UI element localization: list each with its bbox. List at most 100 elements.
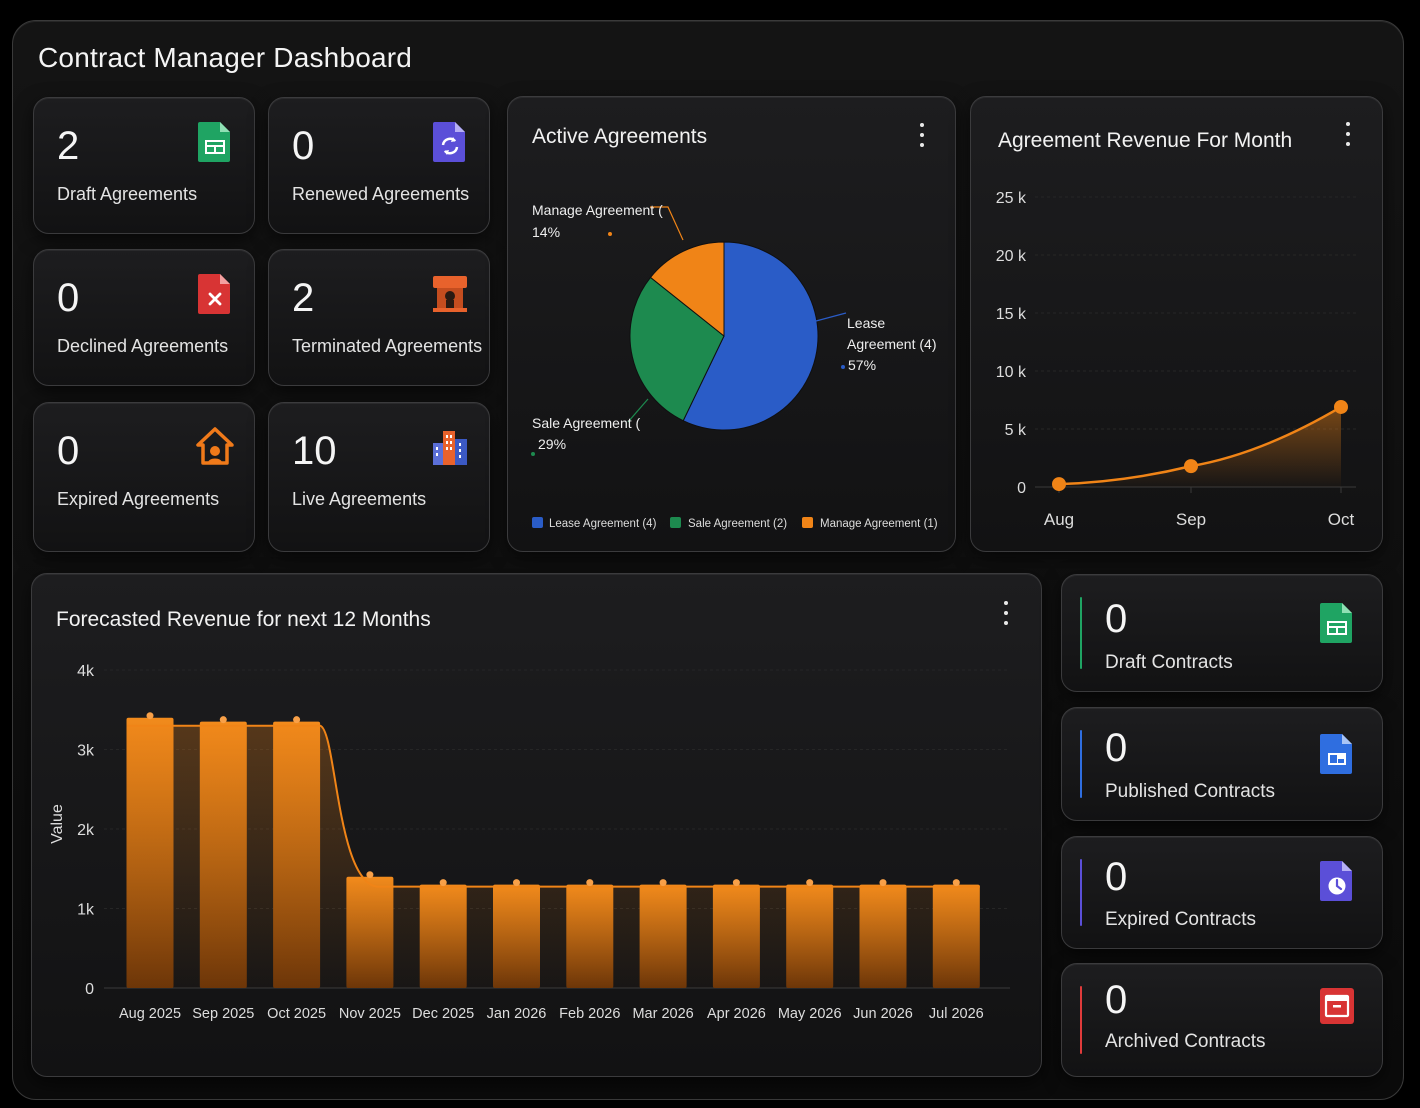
y-tick-label: 3k — [77, 743, 95, 760]
x-tick-label: Jun 2026 — [853, 1006, 913, 1022]
clock-document-icon — [1320, 861, 1352, 901]
sale-leader-line — [627, 398, 649, 423]
published-contracts-count: 0 — [1105, 726, 1128, 770]
revenue-point[interactable] — [1334, 399, 1348, 414]
draft-contracts-accent — [1080, 597, 1082, 669]
draft-agreements-count: 2 — [57, 124, 80, 168]
lease-pct: 57% — [848, 357, 876, 373]
declined-agreements-label: Declined Agreements — [57, 336, 229, 356]
expired-contracts-count: 0 — [1105, 855, 1128, 899]
published-contracts-accent — [1080, 730, 1082, 798]
forecast-title: Forecasted Revenue for next 12 Months — [56, 608, 431, 631]
x-tick-label: Jul 2026 — [929, 1006, 984, 1022]
forecast-point[interactable] — [879, 879, 887, 887]
published-document-icon — [1320, 734, 1352, 774]
expired-agreements-count: 0 — [57, 429, 80, 473]
x-tick-label: Apr 2026 — [707, 1006, 766, 1022]
revenue-area-fill — [1059, 406, 1341, 487]
manage-pct: 14% — [532, 224, 560, 240]
active-agreements-card: Active Agreements Manage Agreement ( 14%… — [507, 96, 956, 552]
forecast-point[interactable] — [366, 871, 374, 879]
legend-sale: Sale Agreement (2) — [688, 518, 787, 530]
sale-label: Sale Agreement ( — [532, 415, 641, 431]
revenue-month-title: Agreement Revenue For Month — [998, 129, 1293, 152]
live-agreements-label: Live Agreements — [292, 489, 427, 509]
archived-contracts-count: 0 — [1105, 978, 1128, 1022]
x-tick-label: Aug — [1044, 510, 1074, 529]
draft-contracts-card[interactable]: 0 Draft Contracts — [1061, 574, 1383, 692]
x-tick-label: Jan 2026 — [487, 1006, 547, 1022]
forecast-point[interactable] — [513, 879, 520, 887]
published-contracts-card[interactable]: 0 Published Contracts — [1061, 707, 1383, 821]
x-tick-label: Oct 2025 — [267, 1006, 326, 1022]
sale-pct: 29% — [538, 436, 566, 452]
forecast-point[interactable] — [439, 879, 447, 887]
forecast-menu-button[interactable] — [1002, 601, 1010, 629]
legend-manage: Manage Agreement (1) — [820, 518, 938, 530]
manage-leader-line — [650, 206, 684, 241]
draft-agreements-label: Draft Agreements — [57, 184, 198, 204]
x-tick-label: Sep — [1176, 510, 1206, 529]
pie-slice-manage[interactable] — [649, 241, 725, 338]
live-agreements-card[interactable]: 10 Live Agreements — [268, 402, 490, 552]
forecast-point[interactable] — [732, 879, 740, 887]
archived-contracts-label: Archived Contracts — [1105, 1031, 1266, 1052]
terminated-agreements-card[interactable]: 2 Terminated Agreements — [268, 249, 490, 386]
y-tick-label: 1k — [77, 902, 95, 919]
page-title: Contract Manager Dashboard — [38, 42, 413, 73]
declined-agreements-card[interactable]: 0 Declined Agreements — [33, 249, 255, 386]
renewed-agreements-count: 0 — [292, 124, 315, 168]
forecast-card: Forecasted Revenue for next 12 Months 0 1… — [31, 573, 1042, 1077]
archived-contracts-accent — [1080, 986, 1082, 1054]
lease-leader-line — [815, 312, 847, 322]
draft-contracts-label: Draft Contracts — [1105, 652, 1233, 673]
buildings-icon — [433, 431, 467, 465]
forecast-point[interactable] — [659, 879, 667, 887]
active-agreements-menu-button[interactable] — [918, 123, 926, 151]
forecast-point[interactable] — [219, 716, 227, 724]
manage-dot — [608, 232, 612, 236]
legend-swatch-lease — [532, 517, 543, 528]
forecast-bar-chart: 0 1k 2k 3k 4k Value Aug 2025 Sep 2025 Oct 2025 No… — [49, 663, 1010, 1022]
forecast-point[interactable] — [293, 716, 301, 724]
y-tick-label: 10 k — [996, 364, 1027, 381]
spreadsheet-icon — [198, 122, 230, 162]
forecast-point[interactable] — [806, 879, 814, 887]
lease-dot — [841, 365, 845, 369]
terminated-agreements-count: 2 — [292, 276, 315, 320]
archived-contracts-card[interactable]: 0 Archived Contracts — [1061, 963, 1383, 1077]
forecast-area-fill — [126, 725, 980, 988]
y-tick-label: 0 — [85, 981, 94, 998]
revenue-point[interactable] — [1052, 477, 1066, 492]
active-agreements-title: Active Agreements — [532, 125, 708, 148]
x-tick-label: Sep 2025 — [192, 1006, 254, 1022]
forecast-point[interactable] — [146, 712, 154, 720]
forecast-point[interactable] — [586, 879, 594, 887]
pie-slice-lease[interactable] — [682, 241, 819, 431]
renewed-agreements-card[interactable]: 0 Renewed Agreements — [268, 97, 490, 234]
y-tick-label: 5 k — [1005, 422, 1027, 439]
pie-slice-sale[interactable] — [629, 276, 725, 422]
y-tick-label: 15 k — [996, 306, 1027, 323]
x-tick-label: Aug 2025 — [119, 1006, 181, 1022]
sale-dot — [531, 452, 535, 456]
draft-agreements-card[interactable]: 2 Draft Agreements — [33, 97, 255, 234]
lease-label-2: Agreement (4) — [847, 336, 936, 352]
revenue-point[interactable] — [1184, 459, 1198, 474]
x-tick-label: Nov 2025 — [339, 1006, 401, 1022]
forecast-trend-line — [126, 724, 980, 888]
expired-contracts-card[interactable]: 0 Expired Contracts — [1061, 836, 1383, 949]
expired-agreements-card[interactable]: 0 Expired Agreements — [33, 402, 255, 552]
revenue-month-menu-button[interactable] — [1344, 122, 1352, 150]
declined-document-icon — [198, 274, 230, 314]
y-tick-label: 0 — [1017, 480, 1026, 497]
legend-swatch-manage — [802, 517, 813, 528]
manage-label: Manage Agreement ( — [532, 202, 663, 218]
x-tick-label: Dec 2025 — [412, 1006, 474, 1022]
x-tick-label: Mar 2026 — [632, 1006, 693, 1022]
forecast-point[interactable] — [952, 879, 960, 887]
spreadsheet-icon — [1320, 603, 1352, 643]
house-icon — [196, 427, 234, 465]
x-tick-label: Feb 2026 — [559, 1006, 620, 1022]
lease-label-1: Lease — [847, 315, 885, 331]
